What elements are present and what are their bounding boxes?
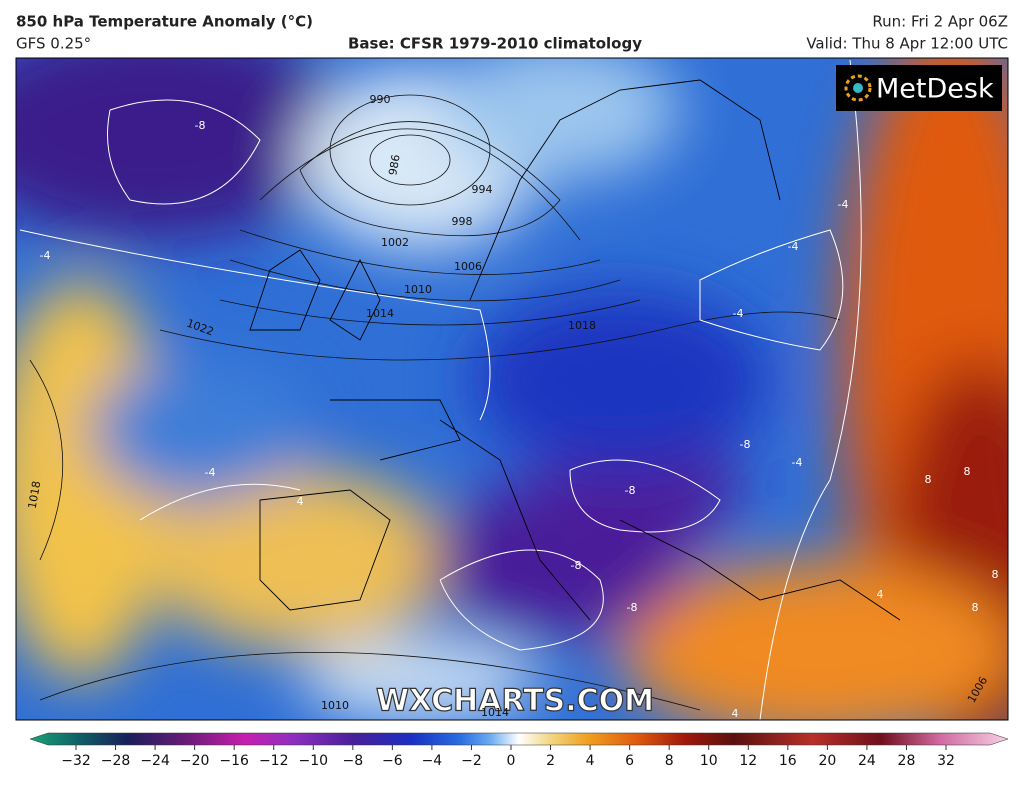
logo-icon	[844, 74, 872, 102]
colorbar-label: 20	[818, 753, 836, 769]
colorbar-label: 12	[739, 753, 757, 769]
isobar-label: 1006	[454, 260, 482, 273]
isobar-label: 1014	[481, 706, 509, 719]
isobar-label: 1018	[568, 319, 596, 332]
colorbar-label: 24	[858, 753, 876, 769]
anomaly-label: 8	[925, 473, 932, 486]
isobar-label: 990	[370, 93, 391, 106]
colorbar-label: 6	[625, 753, 634, 769]
colorbar-label: −32	[61, 753, 91, 769]
colorbar-label: 2	[546, 753, 555, 769]
anomaly-label: 4	[877, 588, 884, 601]
colorbar	[29, 732, 1009, 746]
colorbar-label: −28	[101, 753, 131, 769]
isobar-label: 1010	[321, 699, 349, 712]
colorbar-label: −6	[382, 753, 403, 769]
map: MetDesk WXCHARTS.COM 990 986 994 998 1002 100…	[16, 58, 1008, 720]
colorbar-label: 32	[937, 753, 955, 769]
title: 850 hPa Temperature Anomaly (°C)	[16, 13, 313, 31]
isobar-label: 1014	[366, 307, 394, 320]
isobar-label: 986	[386, 153, 402, 176]
isobar-label: 994	[472, 183, 493, 196]
watermark: WXCHARTS.COM	[376, 684, 654, 719]
anomaly-label: -8	[625, 484, 636, 497]
colorbar-label: 28	[898, 753, 916, 769]
colorbar-label: 4	[586, 753, 595, 769]
anomaly-label: 8	[992, 568, 999, 581]
anomaly-label: -8	[571, 559, 582, 572]
colorbar-label: −12	[259, 753, 289, 769]
colorbar-label: −10	[298, 753, 328, 769]
anomaly-label: -8	[740, 438, 751, 451]
colorbar-label: −2	[461, 753, 482, 769]
anomaly-label: -4	[40, 249, 51, 262]
anomaly-label: -4	[733, 307, 744, 320]
isobar-label: 1002	[381, 236, 409, 249]
colorbar-label: −16	[219, 753, 249, 769]
run: Run: Fri 2 Apr 06Z	[872, 13, 1008, 31]
isobar-label: 1010	[404, 283, 432, 296]
anomaly-label: -4	[838, 198, 849, 211]
logo: MetDesk	[876, 74, 994, 105]
anomaly-label: 8	[972, 601, 979, 614]
anomaly-label: -4	[788, 240, 799, 253]
anomaly-label: -8	[627, 601, 638, 614]
colorbar-label: 0	[507, 753, 516, 769]
base: Base: CFSR 1979-2010 climatology	[348, 35, 642, 53]
colorbar-label: −8	[342, 753, 363, 769]
anomaly-label: 8	[964, 465, 971, 478]
anomaly-label: -4	[205, 466, 216, 479]
colorbar-label: −4	[422, 753, 443, 769]
valid: Valid: Thu 8 Apr 12:00 UTC	[806, 35, 1008, 53]
colorbar-label: −24	[140, 753, 170, 769]
isobar-label: 998	[452, 215, 473, 228]
model: GFS 0.25°	[16, 35, 91, 53]
isobar-label: 1018	[26, 480, 44, 510]
anomaly-label: 4	[297, 495, 304, 508]
colorbar-label: 16	[779, 753, 797, 769]
colorbar-label: 10	[700, 753, 718, 769]
colorbar-label: 8	[665, 753, 674, 769]
map-frame	[15, 57, 1009, 721]
anomaly-label: -8	[195, 119, 206, 132]
anomaly-label: 4	[732, 707, 739, 720]
anomaly-label: -4	[792, 456, 803, 469]
colorbar-label: −20	[180, 753, 210, 769]
